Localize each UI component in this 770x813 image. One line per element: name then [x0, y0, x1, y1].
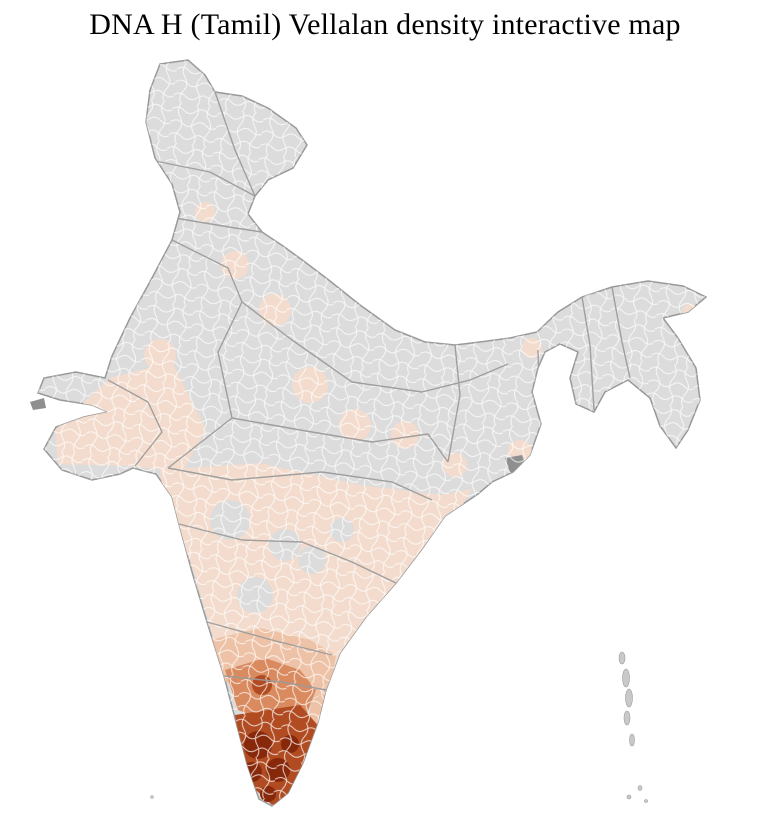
andaman-nicobar-islands[interactable] — [618, 651, 648, 803]
page-title: DNA H (Tamil) Vellalan density interacti… — [89, 8, 681, 41]
lakshadweep-island[interactable] — [150, 795, 154, 799]
district-borders-mesh — [38, 60, 706, 806]
state-borders — [107, 91, 631, 691]
dark-district-kutch-west[interactable] — [30, 398, 46, 410]
